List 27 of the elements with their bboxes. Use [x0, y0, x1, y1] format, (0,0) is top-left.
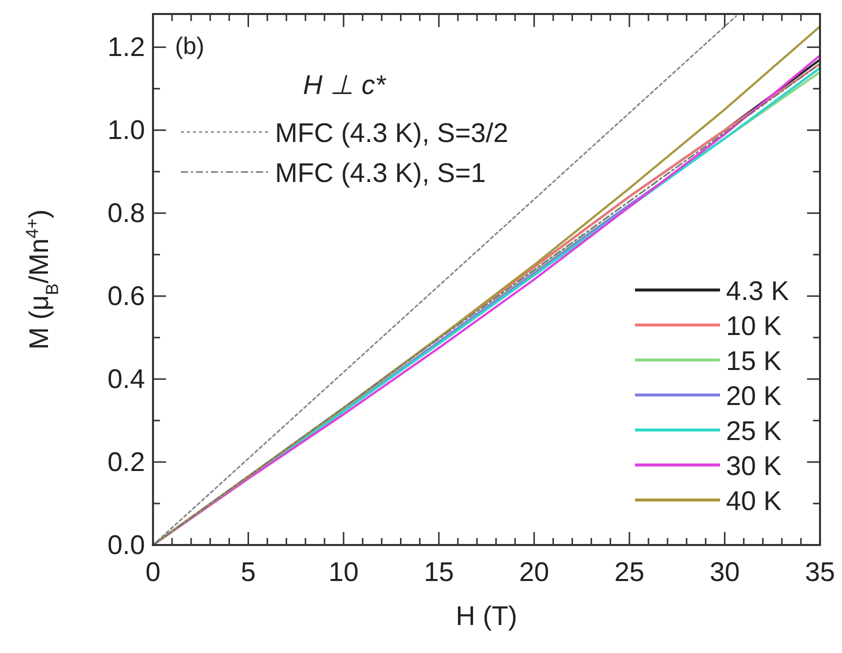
- y-tick-label: 0.6: [107, 281, 145, 312]
- x-tick-label: 5: [240, 557, 256, 587]
- legend-label: 25 K: [726, 416, 782, 446]
- legend-label: 40 K: [726, 486, 782, 516]
- annotation: (b): [175, 33, 204, 60]
- legend-label: 4.3 K: [726, 276, 790, 306]
- x-tick-label: 25: [614, 557, 644, 587]
- legend-label: 15 K: [726, 346, 782, 376]
- y-tick-label: 1.2: [107, 32, 145, 62]
- y-tick-label: 0.4: [107, 364, 145, 394]
- legend-label: 20 K: [726, 381, 782, 411]
- x-tick-label: 20: [519, 557, 550, 587]
- x-axis-title: H (T): [456, 601, 518, 631]
- x-tick-label: 30: [710, 557, 740, 587]
- legend-label: 10 K: [726, 311, 782, 341]
- x-tick-label: 35: [804, 557, 836, 587]
- y-tick-label: 0.2: [107, 447, 145, 478]
- legend-label: 30 K: [726, 451, 782, 481]
- x-tick-label: 15: [424, 557, 454, 587]
- y-tick-label: 0.0: [107, 530, 145, 560]
- legend-title: H ⊥ c*: [303, 70, 387, 100]
- x-tick-label: 0: [145, 557, 161, 587]
- x-tick-label: 10: [328, 557, 359, 587]
- legend-label: MFC (4.3 K), S=3/2: [275, 118, 508, 148]
- legend-label: MFC (4.3 K), S=1: [275, 158, 486, 188]
- y-tick-label: 0.8: [107, 198, 145, 228]
- y-tick-label: 1.0: [107, 115, 145, 146]
